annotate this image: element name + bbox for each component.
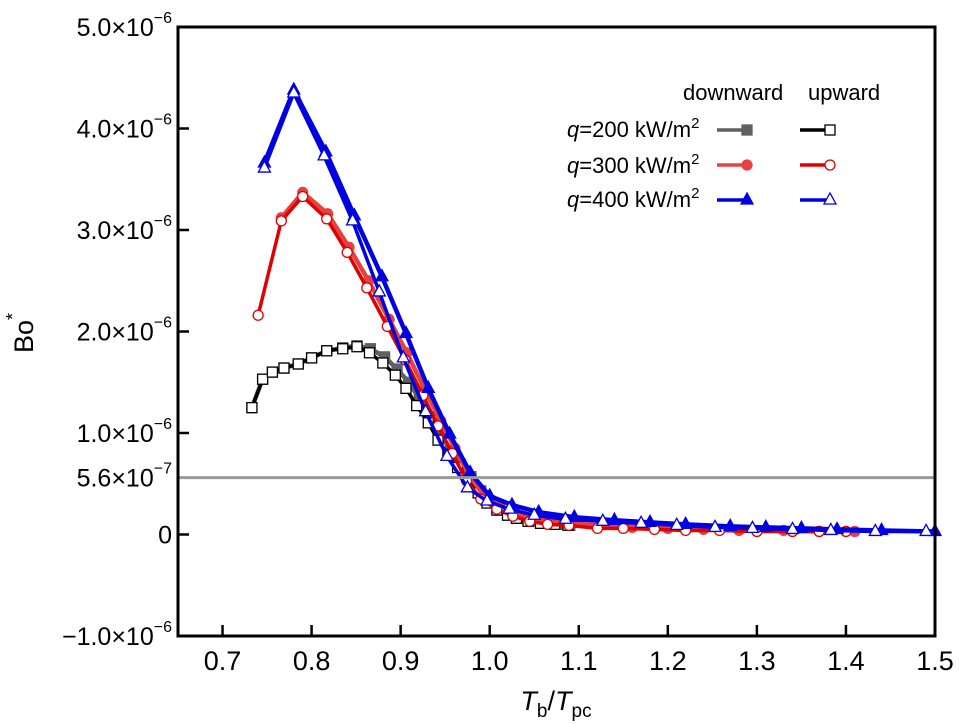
data-point [252,309,264,321]
plot-series-layer [246,81,943,538]
data-point [669,517,684,531]
data-point [707,519,723,533]
data-point [421,379,436,393]
data-point [823,522,838,536]
data-point [292,358,304,370]
data-point [541,518,554,530]
data-point [868,523,883,537]
data-point [502,500,517,514]
data-point [479,492,495,506]
data-point [316,147,332,161]
data-point [297,190,309,203]
data-point [634,514,649,528]
data-point [363,347,376,359]
data-point [337,343,349,355]
data-point [372,283,387,297]
legend-swatch-marker [822,191,838,205]
legend-swatch-marker [741,159,753,171]
data-point [256,373,269,385]
x-tick-label: 1.4 [827,646,865,676]
y-tick-label: 3.0×10−6 [77,213,173,245]
y-axis-ticks: −1.0×10−6 0 5.6×10−7 1.0×10−6 2.0×10−6 3.0×10… [62,10,189,651]
data-point [918,523,934,537]
x-tick-label: 0.8 [293,646,331,676]
data-point [257,159,272,173]
data-point [351,341,363,353]
x-tick-label: 1.5 [916,646,954,676]
data-point [321,345,333,357]
data-point [396,349,411,363]
x-axis-label: Tb/Tpc [520,686,591,722]
legend-swatch-marker [824,124,836,136]
y-tick-label: 1.0×10−6 [77,416,173,448]
data-point [266,366,279,378]
series-5 [257,84,934,537]
data-point [442,425,457,439]
data-point [745,520,760,534]
x-tick-label: 0.7 [204,646,242,676]
legend-header-downward: downward [683,80,783,105]
data-point [374,268,390,282]
x-tick-label: 0.9 [382,646,420,676]
legend-swatch-marker [741,124,753,136]
y-tick-label: 2.0×10−6 [77,315,173,347]
data-point [398,325,414,339]
y-tick-label: −1.0×10−6 [62,619,172,651]
data-point [400,382,412,394]
legend-label-q300: q=300 kW/m2 [567,151,699,178]
x-axis-ticks: 0.7 0.8 0.9 1.0 1.1 1.2 1.3 1.4 1.5 [204,625,954,676]
data-point [361,282,373,294]
y-tick-label: 0 [158,522,172,550]
legend-label-q200: q=200 kW/m2 [567,115,699,142]
y-tick-label: 4.0×10−6 [77,112,173,144]
data-point [345,212,360,226]
legend-swatch-marker [739,191,755,205]
data-point [246,401,258,414]
data-point [305,352,318,364]
series-4 [257,81,943,537]
legend-label-q400: q=400 kW/m2 [567,185,699,212]
data-point [389,369,401,381]
y-tick-label: 5.6×10−7 [77,461,173,493]
legend-swatch-marker [824,159,836,171]
x-tick-label: 1.0 [471,646,509,676]
x-tick-label: 1.1 [560,646,598,676]
data-point [278,362,290,374]
data-point [439,447,455,461]
x-tick-label: 1.2 [649,646,687,676]
data-point [558,510,573,524]
data-point [321,213,333,225]
data-point [785,521,800,535]
data-point [460,479,475,493]
data-point [527,506,542,520]
data-point [595,512,610,526]
legend-swatches [717,124,838,205]
x-tick-label: 1.3 [738,646,776,676]
data-point [341,246,353,258]
legend-header-upward: upward [808,80,880,105]
series-line [262,91,927,534]
y-axis-label: Bo* [3,313,39,353]
data-point [286,84,301,98]
legend: downward upward q=200 kW/m2 q=300 kW/m2 … [567,80,880,212]
data-point [377,357,389,369]
y-tick-label: 5.0×10−6 [77,10,173,42]
series-3 [252,190,852,538]
data-point [418,403,433,417]
data-point [275,215,287,227]
plot-frame [176,25,937,638]
